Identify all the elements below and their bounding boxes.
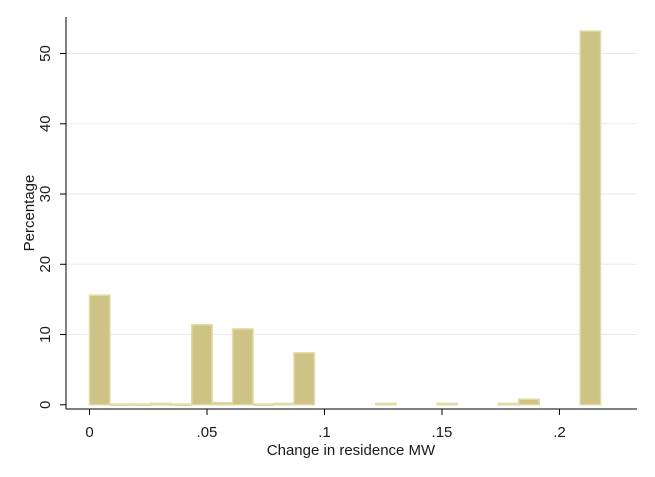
x-tick-label: .2 <box>553 424 566 441</box>
y-tick-label: 40 <box>37 115 54 132</box>
y-tick-label: 50 <box>37 45 54 62</box>
histogram-bar <box>272 402 295 406</box>
histogram-bar <box>374 402 397 406</box>
histogram-bar <box>252 403 275 407</box>
y-tick-label: 10 <box>37 326 54 343</box>
histogram-bar <box>436 402 459 406</box>
y-axis-title: Percentage <box>21 175 38 252</box>
histogram-bar <box>109 403 132 407</box>
histogram-bar <box>231 328 254 406</box>
axes <box>65 17 637 410</box>
y-tick-label: 0 <box>37 401 54 409</box>
gridlines <box>66 53 637 336</box>
histogram-bar <box>190 323 213 406</box>
x-tick-label: .05 <box>197 424 218 441</box>
histogram-bar <box>518 398 540 406</box>
y-tick-label: 30 <box>37 186 54 203</box>
histogram-bar <box>579 30 602 406</box>
histogram-bar <box>497 402 520 406</box>
histogram-bar <box>170 403 193 407</box>
histogram-bar <box>150 402 173 406</box>
y-tick-label: 20 <box>37 256 54 273</box>
bars <box>88 30 602 407</box>
ticks: 0 10 20 30 40 50 0 .05 .1 .15 .2 <box>37 45 566 441</box>
histogram-bar <box>88 294 111 406</box>
histogram-bar <box>293 352 316 406</box>
x-axis-title: Change in residence MW <box>267 442 436 459</box>
histogram-bar <box>211 401 234 406</box>
x-tick-label: .15 <box>432 424 453 441</box>
x-tick-label: .1 <box>318 424 331 441</box>
x-tick-label: 0 <box>85 424 93 441</box>
histogram-bar <box>129 403 152 407</box>
